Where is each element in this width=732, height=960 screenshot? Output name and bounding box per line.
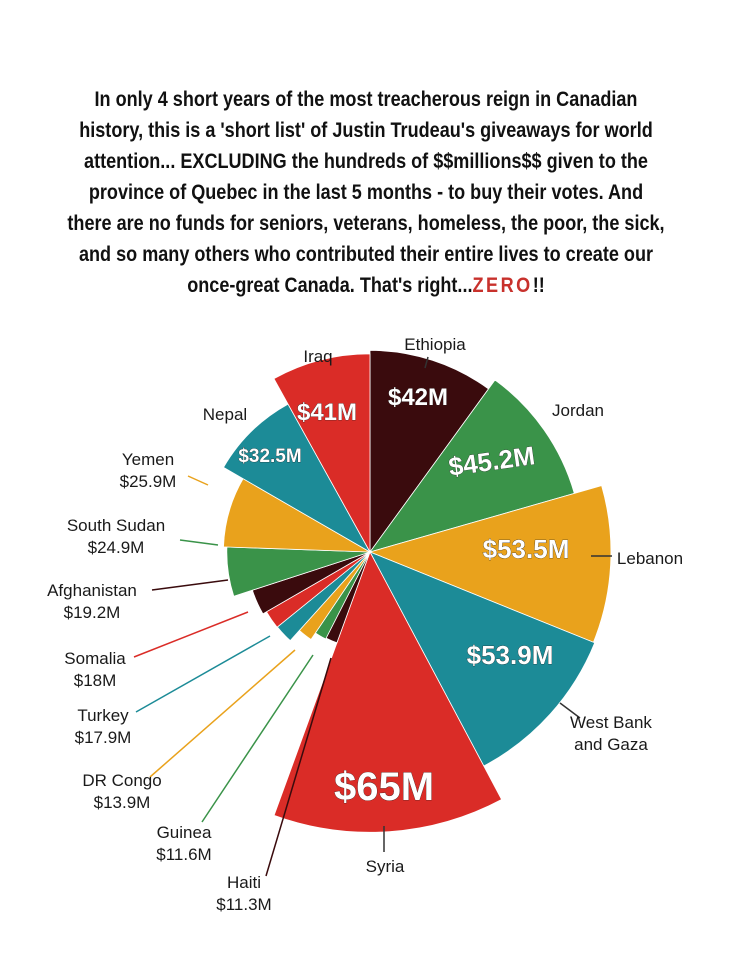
leader-line [133,611,249,658]
slice-name-label: Turkey [77,706,129,725]
headline-text: In only 4 short years of the most treach… [67,87,665,297]
slice-value-label: $11.6M [156,845,211,864]
slice-value-label: $19.2M [64,603,121,622]
slice-value-label: $13.9M [94,793,151,812]
pie-slice-syria [273,551,503,833]
slice-value-label: $32.5M [238,446,301,467]
headline: In only 4 short years of the most treach… [67,84,665,301]
pie-slice-west-bank-and-gaza [369,551,596,767]
leader-line [151,579,229,591]
pie-slice-jordan [368,379,575,553]
slice-value-label: $25.9M [120,472,177,491]
leader-line [424,356,429,369]
pie-slice-ethiopia [369,349,490,554]
leader-line [179,539,219,546]
slice-name-label: Syria [366,857,405,876]
slice-name-label: Yemen [122,450,174,469]
leader-line [201,654,314,823]
leader-line [135,635,271,713]
slice-name-label: Jordan [552,401,604,420]
slice-name-label: Somalia [64,649,126,668]
slice-value-label: $17.9M [75,728,132,747]
slice-name-label: Guinea [157,823,212,842]
slice-value-label: $65M [334,765,434,809]
leader-line [149,649,296,778]
slice-name-label: Afghanistan [47,581,137,600]
headline-suffix: !! [532,273,545,297]
leader-line [559,702,581,719]
slice-value-label: $18M [74,671,117,690]
slice-value-label: $41M [297,399,357,426]
leader-line [265,657,332,877]
slice-name-label: Nepal [203,405,247,424]
slice-name-label: Ethiopia [404,335,466,354]
pie-slice-nepal [222,403,372,554]
pie-slices [222,349,612,833]
leader-line [187,475,209,486]
slice-name-label: Haiti [227,873,261,892]
slice-name-label: Lebanon [617,549,683,568]
pie-slice-iraq [273,353,371,554]
headline-zero: ZERO [472,273,533,297]
slice-value-label: $42M [388,384,448,411]
slice-value-label: $53.5M [483,534,570,564]
slice-value-label: $11.3M [216,895,271,914]
slice-value-label: $53.9M [467,640,554,670]
leader-lines [133,356,612,877]
slice-name-label: South Sudan [67,516,165,535]
slice-name-label: West Bank and Gaza [570,713,652,754]
slice-name-label: DR Congo [82,771,161,790]
pie-slice-lebanon [368,485,612,643]
slice-name-label: Iraq [303,347,332,366]
slice-value-label: $24.9M [88,538,145,557]
